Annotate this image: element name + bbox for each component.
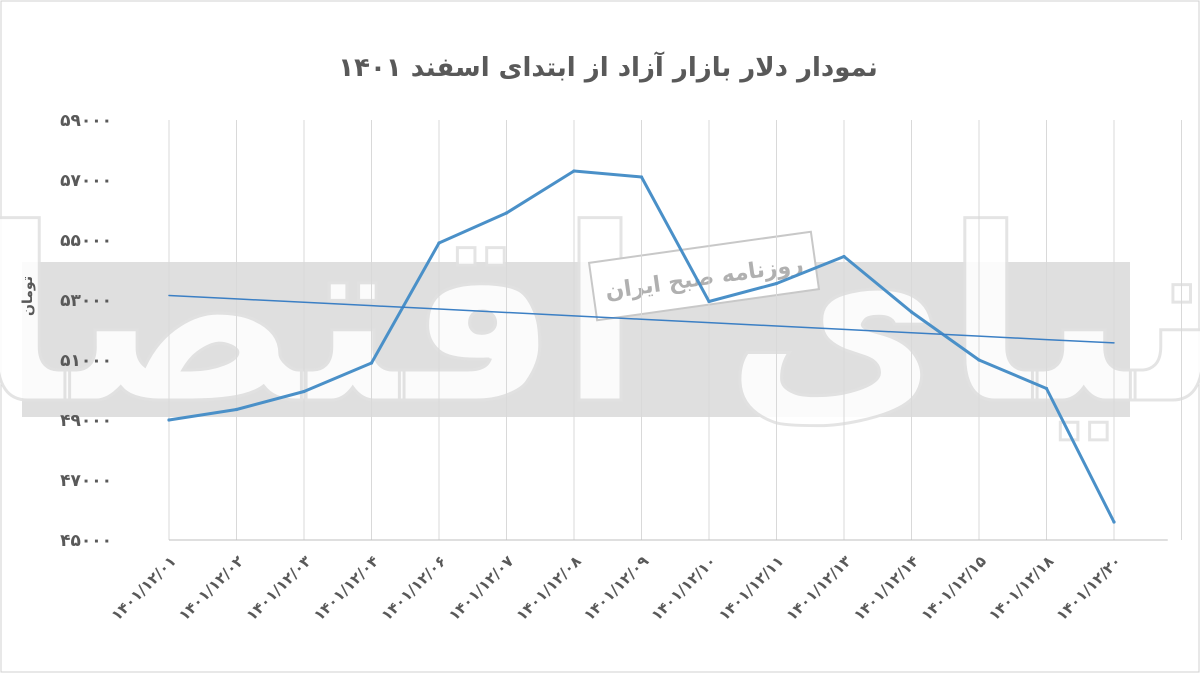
data-point (234, 407, 239, 412)
trendline (168, 294, 1115, 344)
y-tick-label: ۴۷۰۰۰ (60, 471, 112, 491)
data-point (572, 169, 576, 173)
data-point (707, 299, 711, 304)
y-tick-label: ۴۵۰۰۰ (60, 531, 112, 551)
data-point (369, 361, 374, 365)
y-tick-label: ۴۹۰۰۰ (60, 411, 112, 431)
grid (168, 120, 1182, 540)
data-point (437, 241, 441, 245)
data-point (639, 175, 644, 179)
y-tick-label: ۵۳۰۰۰ (60, 291, 112, 311)
data-point (774, 281, 779, 286)
data-point (977, 358, 981, 362)
watermark-stamp (587, 230, 821, 322)
watermark-band (22, 262, 1130, 417)
data-point (1044, 386, 1049, 391)
data-point (909, 310, 914, 314)
y-tick-label: ۵۹۰۰۰ (60, 111, 112, 131)
chart-title: نمودار دلار بازار آزاد از ابتدای اسفند ۱… (338, 51, 878, 83)
data-point (167, 418, 171, 422)
data-point (842, 254, 846, 259)
y-tick-label: ۵۷۰۰۰ (60, 171, 112, 191)
y-tick-label: ۵۱۰۰۰ (60, 351, 112, 371)
y-tick-label: ۵۵۰۰۰ (60, 231, 112, 251)
data-point (1112, 520, 1116, 524)
watermark: دنیای اقتصاد روزنامه صبح ایران (0, 176, 1200, 459)
data-point (302, 389, 306, 394)
data-point (504, 211, 509, 215)
series (167, 169, 1116, 524)
y-axis-label: تومان (20, 276, 36, 316)
